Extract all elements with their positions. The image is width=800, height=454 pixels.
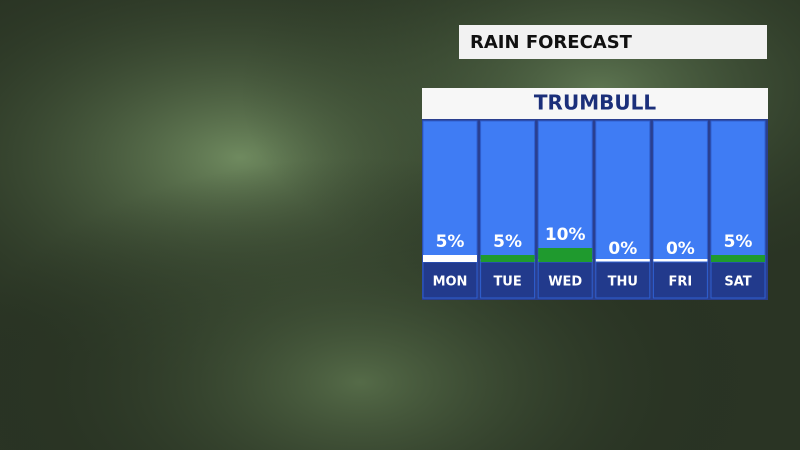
title-box	[459, 25, 767, 59]
value-label: 5%	[724, 232, 753, 252]
day-label: FRI	[669, 275, 693, 290]
day-label: WED	[548, 275, 582, 290]
bar	[480, 255, 535, 262]
baseline	[595, 259, 650, 262]
chart-title: RAIN FORECAST	[470, 32, 633, 53]
day-label: SAT	[724, 275, 751, 290]
day-box	[595, 261, 651, 299]
bar	[711, 255, 765, 262]
day-label: THU	[608, 275, 638, 290]
panel	[422, 88, 768, 300]
bar	[423, 255, 477, 262]
day-box	[537, 261, 593, 299]
day-label: TUE	[493, 275, 521, 290]
day-box	[480, 261, 536, 299]
header-box	[422, 88, 768, 119]
value-label: 5%	[493, 232, 522, 252]
subtitle: TRUMBULL	[534, 91, 656, 115]
columns: MON 5% TUE 5% WED 10% THU 0% FRI 0% SAT 5%	[422, 120, 766, 299]
day-label: MON	[433, 275, 468, 290]
day-box	[652, 261, 708, 299]
value-label: 5%	[436, 232, 465, 252]
column	[595, 120, 651, 263]
value-label: 0%	[666, 239, 695, 259]
column	[710, 120, 766, 263]
day-box	[422, 261, 478, 299]
value-label: 10%	[545, 225, 586, 245]
value-label: 0%	[608, 239, 637, 259]
baseline	[653, 259, 708, 262]
bar	[538, 248, 593, 262]
column	[422, 120, 478, 263]
